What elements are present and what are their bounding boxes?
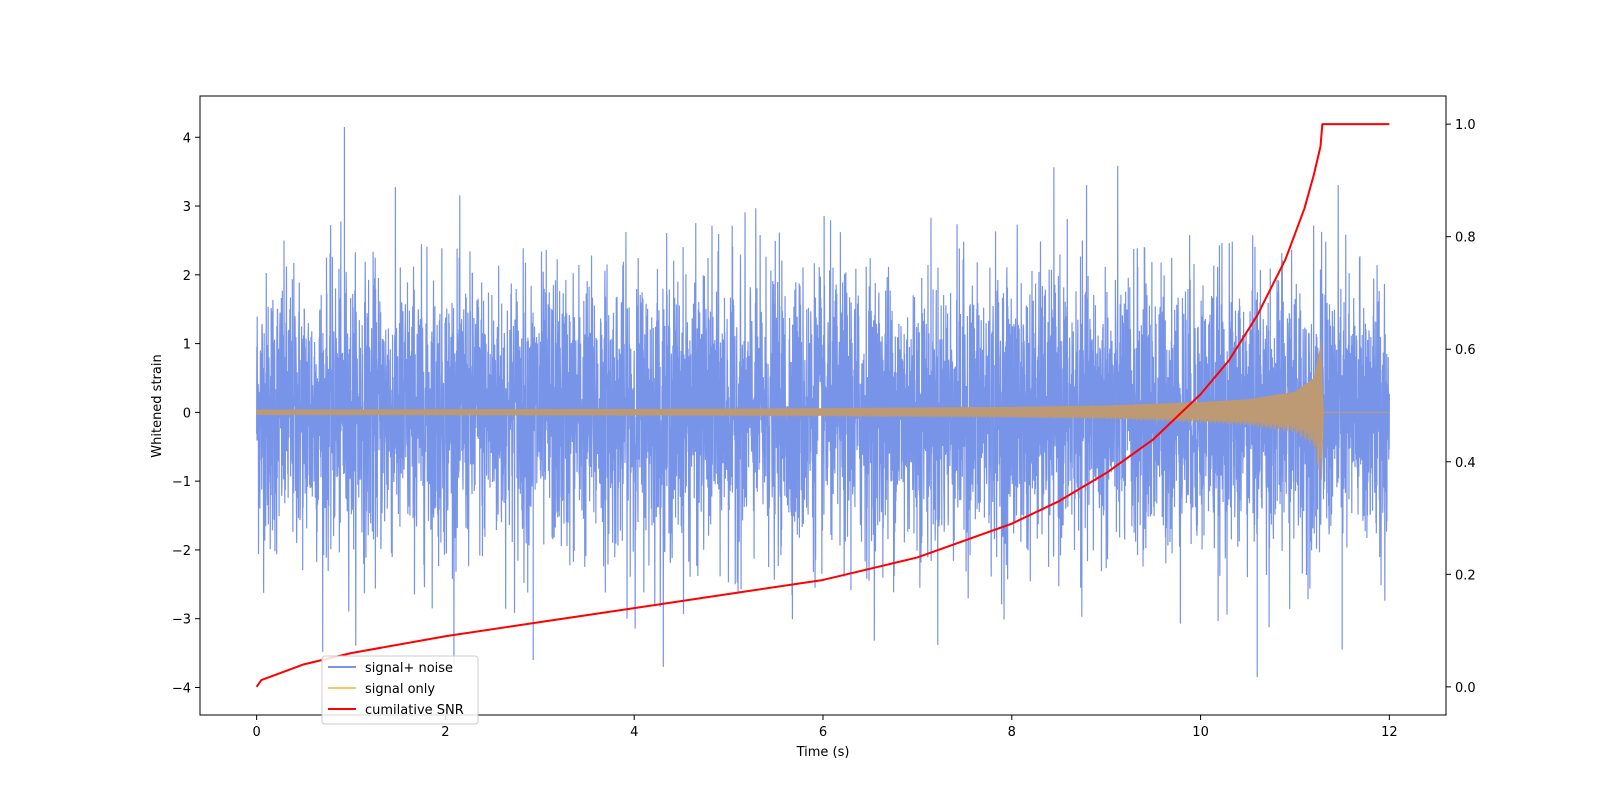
- y2-tick-label: 0.6: [1455, 343, 1476, 358]
- y-tick-label: −2: [172, 544, 191, 559]
- y2-tick-label: 0.2: [1455, 568, 1476, 583]
- y2-tick-label: 1.0: [1455, 118, 1476, 133]
- y-tick-label: 2: [183, 269, 191, 284]
- legend-label-signal-only: signal only: [365, 682, 435, 697]
- series-cumulative-snr-line: [255, 123, 1390, 688]
- y2-tick-label: 0.4: [1455, 456, 1476, 471]
- x-tick-label: 12: [1381, 725, 1398, 740]
- y-tick-label: 0: [183, 406, 191, 421]
- y-tick-label: 3: [183, 200, 191, 215]
- y-tick-label: −1: [172, 475, 191, 490]
- x-tick-label: 6: [819, 725, 827, 740]
- x-tick-label: 10: [1192, 725, 1209, 740]
- y-tick-label: −4: [172, 681, 191, 696]
- y-tick-label: 4: [183, 131, 191, 146]
- y-tick-label: 1: [183, 338, 191, 353]
- legend-label-signal-noise: signal+ noise: [365, 661, 453, 676]
- x-tick-label: 0: [252, 725, 260, 740]
- y-axis-label: Whitened strain: [150, 354, 165, 457]
- legend: signal+ noise signal only cumilative SNR: [321, 655, 479, 725]
- y2-tick-label: 0.8: [1455, 231, 1476, 246]
- series-signal-noise-line: [256, 126, 1390, 678]
- y2-tick-label: 0.0: [1455, 681, 1476, 696]
- legend-frame: [321, 655, 479, 725]
- legend-label-cumulative-snr: cumilative SNR: [365, 703, 464, 718]
- x-tick-label: 8: [1008, 725, 1016, 740]
- series-signal-only-line: [256, 356, 1390, 480]
- x-axis-label: Time (s): [796, 745, 850, 760]
- y-tick-label: −3: [172, 613, 191, 628]
- x-tick-label: 4: [630, 725, 638, 740]
- x-tick-label: 2: [441, 725, 449, 740]
